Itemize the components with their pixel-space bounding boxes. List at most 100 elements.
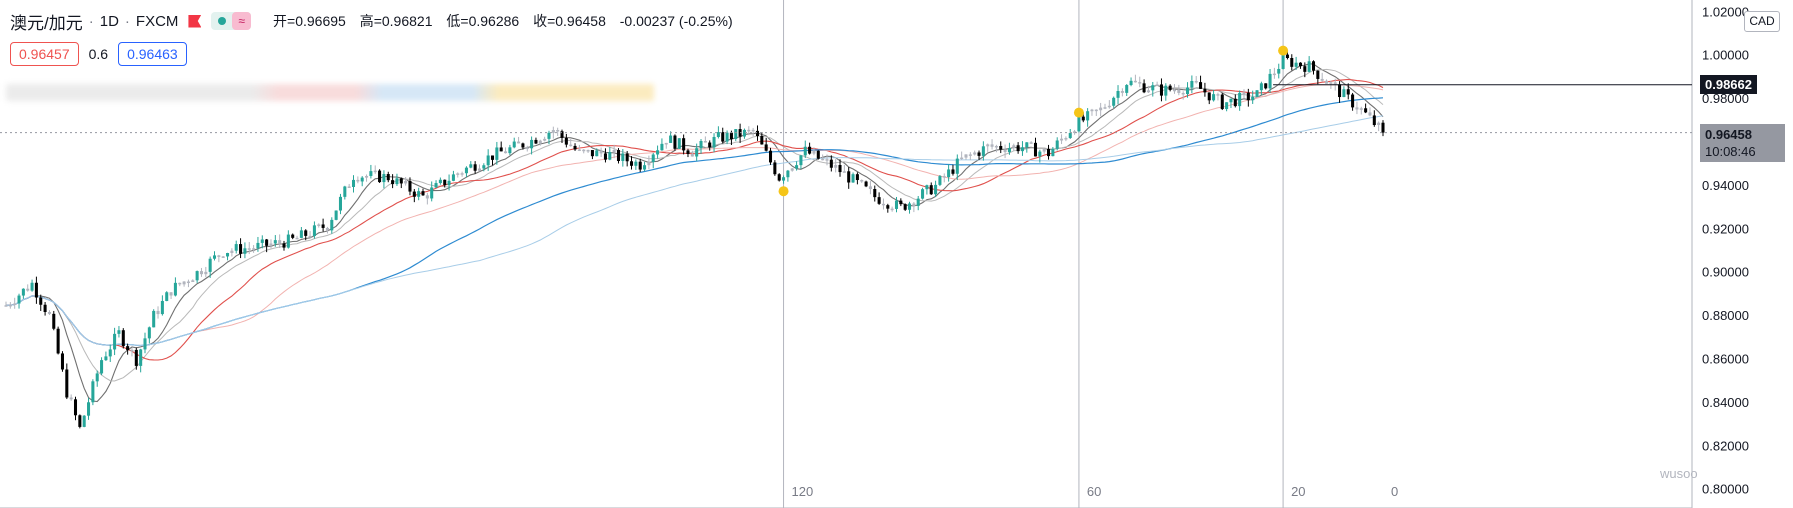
moving-average-line	[5, 84, 1384, 347]
indicator-toggle[interactable]: ≈	[211, 12, 252, 30]
candle-body	[525, 147, 529, 149]
candle-body	[1133, 80, 1137, 83]
candle-body	[1338, 84, 1342, 98]
symbol-header[interactable]: 澳元/加元 · 1D · FXCM ≈ 开=0.96695 高=0.96821 …	[10, 10, 743, 33]
candle-body	[677, 138, 681, 149]
candle-body	[1177, 89, 1181, 93]
candle-body	[417, 191, 421, 197]
y-tick-label: 0.80000	[1702, 482, 1749, 497]
candle-body	[464, 167, 468, 174]
candle-body	[221, 256, 225, 258]
candle-body	[890, 208, 894, 211]
candle-body	[469, 164, 473, 168]
moving-average-line	[5, 97, 1384, 347]
candle-body	[1329, 82, 1333, 84]
moving-average-line	[5, 63, 1384, 403]
candle-body	[343, 186, 347, 197]
interval-label[interactable]: 1D	[99, 12, 119, 30]
candle-body	[369, 171, 373, 176]
candle-body	[686, 150, 690, 154]
moving-average-line	[5, 78, 1384, 361]
candle-body	[1029, 142, 1033, 144]
ohlc-readout: 开=0.96695 高=0.96821 低=0.96286 收=0.96458 …	[273, 11, 743, 31]
candle-body	[1016, 145, 1020, 152]
candle-body	[716, 132, 720, 137]
candle-body	[1242, 92, 1246, 95]
currency-button[interactable]: CAD	[1744, 11, 1780, 32]
candle-body	[1155, 84, 1159, 86]
candle-body	[1125, 85, 1129, 93]
candle-body	[564, 137, 568, 145]
candle-body	[299, 230, 303, 238]
candle-body	[191, 280, 195, 282]
candle-body	[755, 130, 760, 137]
x-tick-label: 120	[792, 484, 814, 499]
candle-body	[1381, 122, 1385, 133]
candle-body	[768, 150, 773, 163]
candle-body	[1068, 133, 1072, 139]
candle-body	[273, 240, 277, 244]
candle-body	[1103, 107, 1107, 109]
candle-body	[981, 146, 985, 156]
candle-body	[52, 313, 56, 329]
candle-body	[864, 181, 868, 187]
candle-body	[504, 151, 508, 154]
candle-body	[234, 244, 238, 251]
candle-body	[1007, 148, 1011, 153]
symbol-name[interactable]: 澳元/加元	[10, 13, 83, 33]
sell-price-button[interactable]: 0.96457	[10, 42, 79, 66]
candle-body	[590, 150, 594, 157]
candle-body	[243, 248, 247, 254]
candle-body	[816, 150, 820, 159]
candle-body	[1086, 111, 1090, 121]
buy-price-button[interactable]: 0.96463	[118, 42, 187, 66]
candle-body	[543, 138, 547, 141]
candle-body	[34, 282, 38, 298]
y-tick-label: 0.86000	[1702, 351, 1749, 366]
candle-body	[1346, 89, 1350, 95]
candle-body	[521, 143, 525, 148]
signal-marker	[1278, 45, 1289, 56]
candle-body	[1359, 108, 1363, 110]
candle-body	[517, 141, 521, 144]
candle-body	[486, 155, 490, 166]
candle-body	[912, 203, 916, 206]
candle-body	[573, 145, 577, 150]
candle-body	[477, 168, 481, 171]
candle-body	[955, 158, 959, 174]
candle-body	[286, 234, 290, 248]
candle-body	[538, 140, 542, 144]
candle-body	[760, 136, 764, 145]
candle-body	[938, 176, 942, 185]
candle-body	[408, 180, 412, 192]
candle-body	[17, 295, 21, 304]
candle-body	[1064, 138, 1068, 140]
exchange-label: FXCM	[135, 12, 179, 30]
candle-body	[829, 159, 833, 168]
flag-icon[interactable]	[188, 14, 202, 28]
candle-body	[647, 161, 651, 166]
candle-body	[1168, 85, 1172, 90]
candle-body	[169, 292, 173, 296]
candle-body	[834, 165, 838, 168]
candle-body	[282, 243, 286, 248]
candle-body	[782, 177, 786, 181]
close-value: 收=0.96458	[533, 13, 606, 29]
candle-body	[165, 292, 169, 301]
candle-body	[1194, 80, 1198, 83]
candle-body	[365, 175, 369, 178]
candle-body	[925, 185, 929, 190]
candle-body	[1325, 80, 1329, 84]
candle-body	[412, 191, 416, 197]
candle-body	[1033, 142, 1038, 157]
y-tick-label: 0.90000	[1702, 265, 1749, 280]
candle-body	[490, 155, 495, 160]
candle-body	[247, 248, 251, 250]
candle-body	[1199, 82, 1203, 89]
candle-body	[356, 179, 360, 182]
candle-body	[556, 130, 560, 132]
candle-body	[204, 271, 208, 275]
candle-body	[582, 149, 586, 152]
trendline-price-label: 0.98662	[1700, 74, 1757, 94]
